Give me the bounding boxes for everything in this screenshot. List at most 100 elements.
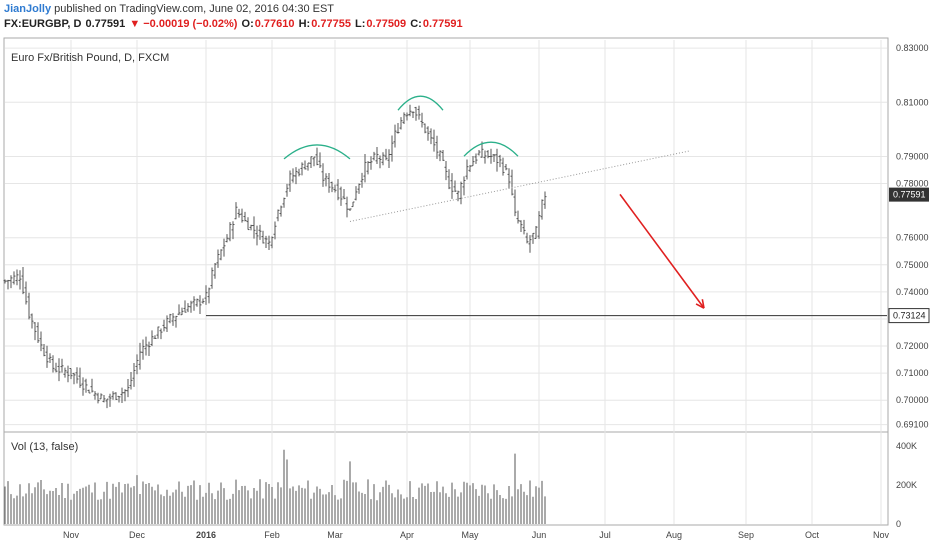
price-bar xyxy=(408,104,412,117)
price-bar xyxy=(207,287,211,304)
price-bar xyxy=(18,270,22,290)
quote-line: FX:EURGBP, D 0.77591 ▼ −0.00019 (−0.02%)… xyxy=(4,17,924,32)
price-bar xyxy=(411,111,415,118)
price-bar xyxy=(6,279,10,290)
grid-lines xyxy=(5,40,887,524)
price-bar xyxy=(330,181,334,193)
down-arrow[interactable] xyxy=(619,193,705,309)
time-tick-label: Aug xyxy=(666,530,682,540)
left-shoulder-arc[interactable] xyxy=(283,144,351,160)
price-bar xyxy=(222,238,226,257)
price-bar xyxy=(201,298,205,304)
price-bar xyxy=(126,379,130,398)
price-bar xyxy=(534,225,538,240)
high-value: 0.77755 xyxy=(311,18,351,30)
publish-info: published on TradingView.com, June 02, 2… xyxy=(51,3,335,15)
price-bar xyxy=(204,285,208,305)
time-tick-label: May xyxy=(461,530,479,540)
price-bar xyxy=(162,319,166,332)
price-bar xyxy=(489,148,493,164)
price-bar xyxy=(123,389,127,402)
price-bar xyxy=(45,345,49,368)
price-bar xyxy=(456,190,460,202)
price-bar xyxy=(501,157,505,176)
price-bar xyxy=(381,152,385,166)
price-bar xyxy=(459,181,463,205)
price-bar xyxy=(291,168,295,183)
price-change: ▼ −0.00019 (−0.02%) xyxy=(129,18,238,30)
time-tick-label: Mar xyxy=(327,530,343,540)
price-bar xyxy=(465,159,469,180)
price-bar xyxy=(102,395,106,403)
price-bar xyxy=(516,210,520,224)
price-bar xyxy=(468,165,472,173)
open-label: O: xyxy=(241,18,254,30)
price-bar xyxy=(114,392,118,401)
price-bar xyxy=(327,172,331,193)
price-bar xyxy=(51,355,55,373)
price-bar xyxy=(351,201,355,208)
head-arc[interactable] xyxy=(397,95,444,111)
price-tick-label: 0.71000 xyxy=(896,368,929,378)
price-bar xyxy=(96,392,100,404)
price-bar xyxy=(69,368,73,380)
close-value: 0.77591 xyxy=(422,18,463,30)
price-bar xyxy=(450,173,454,199)
price-bar xyxy=(435,135,439,159)
price-bar xyxy=(192,296,196,311)
symbol-label: FX:EURGBP, D xyxy=(4,18,82,30)
neckline-trendline[interactable] xyxy=(349,150,690,222)
price-bar xyxy=(183,300,187,313)
price-bar xyxy=(531,232,535,244)
price-bar xyxy=(339,186,343,206)
price-bar xyxy=(363,154,367,183)
volume-tick-label: 0 xyxy=(896,519,901,529)
price-bar xyxy=(243,211,247,222)
price-bar xyxy=(453,180,457,192)
price-bar xyxy=(441,150,445,161)
price-bar xyxy=(153,335,157,339)
time-tick-label: Nov xyxy=(63,530,80,540)
price-bar xyxy=(321,163,325,187)
price-bar xyxy=(303,160,307,170)
price-bar xyxy=(522,219,526,235)
price-bar xyxy=(42,344,46,357)
price-bar xyxy=(9,275,13,289)
price-bar xyxy=(75,367,79,384)
price-bar xyxy=(378,155,382,169)
price-bar xyxy=(462,176,466,196)
right-shoulder-arc[interactable] xyxy=(463,141,519,157)
volume-bars xyxy=(4,449,546,524)
price-bar xyxy=(429,128,433,145)
price-bar xyxy=(342,189,346,200)
price-tick-label: 0.76000 xyxy=(896,233,929,243)
price-bar xyxy=(315,147,319,166)
price-bar xyxy=(87,389,91,394)
price-bar xyxy=(336,179,340,201)
price-bar xyxy=(57,358,61,382)
price-bar xyxy=(36,322,40,343)
price-bar xyxy=(63,367,67,378)
price-bar xyxy=(498,154,502,168)
price-bar xyxy=(402,112,406,124)
price-bar xyxy=(267,235,271,251)
price-bar xyxy=(72,372,76,385)
time-tick-label: Jul xyxy=(599,530,611,540)
price-bar xyxy=(120,387,124,404)
price-bar xyxy=(504,163,508,171)
open-value: 0.77610 xyxy=(254,18,295,30)
price-bar xyxy=(54,362,58,373)
low-value: 0.77509 xyxy=(366,18,407,30)
price-bar xyxy=(81,377,85,396)
volume-tick-label: 400K xyxy=(896,441,917,451)
price-bar xyxy=(270,236,274,249)
author-link[interactable]: JianJolly xyxy=(4,3,52,15)
high-label: H: xyxy=(298,18,311,30)
price-bar xyxy=(528,235,532,253)
price-bar xyxy=(165,315,169,333)
price-bar xyxy=(288,170,292,192)
price-tick-label: 0.74000 xyxy=(896,287,929,297)
price-bar xyxy=(471,156,475,167)
price-bar xyxy=(369,156,373,170)
